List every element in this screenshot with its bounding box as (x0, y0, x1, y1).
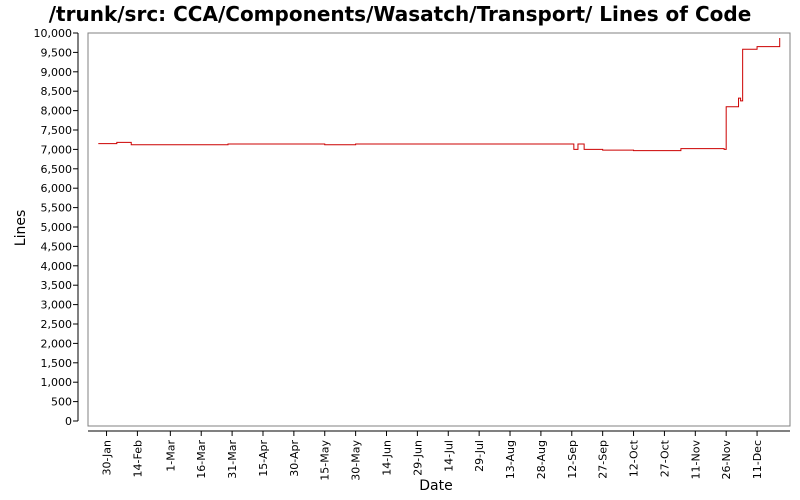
x-tick-label: 14-Feb (131, 440, 144, 477)
y-tick-label: 5,000 (41, 221, 73, 234)
x-tick-label: 15-May (319, 440, 332, 481)
y-tick-label: 9,500 (41, 46, 73, 59)
y-tick-label: 2,500 (41, 318, 73, 331)
x-tick-label: 27-Sep (597, 440, 610, 479)
x-tick-label: 14-Jun (381, 440, 394, 476)
x-tick-label: 26-Nov (720, 440, 733, 480)
x-tick-label: 30-Apr (288, 440, 301, 477)
y-tick-label: 6,500 (41, 163, 73, 176)
y-tick-label: 5,500 (41, 202, 73, 215)
y-tick-label: 2,000 (41, 337, 73, 350)
y-tick-label: 7,500 (41, 124, 73, 137)
y-tick-label: 3,500 (41, 279, 73, 292)
x-tick-label: 29-Jul (473, 440, 486, 472)
y-tick-label: 4,500 (41, 240, 73, 253)
series-layer (98, 38, 781, 152)
y-tick-label: 0 (65, 415, 72, 428)
x-axis-label: Date (419, 478, 452, 494)
x-tick-label: 15-Apr (257, 440, 270, 477)
x-tick-label: 11-Dec (751, 440, 764, 479)
plot-area (87, 32, 791, 427)
series-line-0 (98, 38, 781, 152)
x-tick-label: 27-Oct (658, 439, 671, 477)
y-tick-label: 9,000 (41, 66, 73, 79)
y-tick-label: 4,000 (41, 260, 73, 273)
x-axis-ticks: 30-Jan 14-Feb 1-Mar 16-Mar 31-Mar 15-Apr 30-Ap… (101, 431, 764, 481)
y-tick-label: 500 (51, 396, 72, 409)
y-tick-label: 7,000 (41, 143, 73, 156)
y-tick-label: 8,000 (41, 105, 73, 118)
y-axis-ticks: 0 500 1,000 1,500 2,000 2,500 3,000 3,500 4,000 4… (34, 27, 78, 428)
x-tick-label: 14-Jul (442, 440, 455, 472)
y-tick-label: 6,000 (41, 182, 73, 195)
y-tick-label: 1,000 (41, 376, 73, 389)
x-tick-label: 12-Sep (566, 440, 579, 479)
x-tick-label: 16-Mar (195, 440, 208, 479)
y-tick-label: 10,000 (34, 27, 73, 40)
y-axis-label: Lines (13, 210, 29, 246)
x-tick-label: 12-Oct (628, 439, 641, 477)
x-tick-label: 30-Jan (101, 440, 114, 476)
x-tick-label: 28-Aug (535, 440, 548, 479)
x-tick-label: 11-Nov (689, 440, 702, 480)
y-tick-label: 3,000 (41, 299, 73, 312)
y-tick-label: 8,500 (41, 85, 73, 98)
x-tick-label: 1-Mar (164, 440, 177, 472)
x-tick-label: 31-Mar (226, 440, 239, 479)
x-tick-label: 29-Jun (411, 440, 424, 476)
x-tick-label: 13-Aug (504, 440, 517, 479)
y-tick-label: 1,500 (41, 357, 73, 370)
chart-title: /trunk/src: CCA/Components/Wasatch/Trans… (49, 2, 752, 26)
x-tick-label: 30-May (350, 440, 363, 481)
